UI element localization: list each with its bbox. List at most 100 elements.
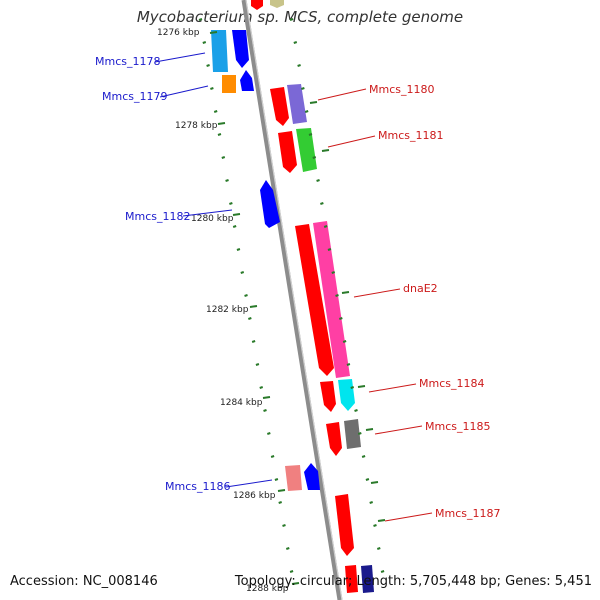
scale-label: 1284 kbp	[220, 398, 263, 408]
tick-mark	[277, 489, 286, 492]
leader-line	[182, 209, 233, 217]
scale-label: 1288 kbp	[246, 584, 289, 594]
feature-partial-top-red	[251, 0, 263, 10]
gene-label-Mmcs_1187[interactable]: Mmcs_1187	[435, 507, 500, 520]
gene-Mmcs_1181[interactable]	[278, 128, 317, 173]
leader-line	[374, 425, 423, 435]
tick-mark	[365, 478, 370, 481]
tick-mark	[291, 582, 300, 585]
tick-mark	[270, 455, 275, 458]
genome-backbone-highlight	[245, 0, 343, 600]
tick-mark	[323, 225, 328, 228]
tick-mark	[350, 386, 355, 389]
leader-line	[225, 479, 273, 488]
scale-major-ticks	[209, 31, 386, 585]
gene-dnaE2[interactable]	[295, 221, 350, 378]
gene-Mmcs_1187[interactable]	[335, 494, 354, 556]
tick-mark	[232, 213, 241, 216]
leader-line	[368, 383, 417, 393]
gene-Mmcs_1180[interactable]	[270, 84, 307, 126]
feature-partial-bottom-navy	[361, 565, 374, 593]
gene-label-Mmcs_1178[interactable]: Mmcs_1178	[95, 55, 160, 68]
tick-mark	[221, 156, 226, 159]
gene-label-Mmcs_1184[interactable]: Mmcs_1184	[419, 377, 484, 390]
leader-line	[327, 135, 376, 148]
scale-label: 1280 kbp	[191, 214, 234, 224]
tick-mark	[376, 547, 381, 550]
map-title: Mycobacterium sp. MCS, complete genome	[136, 8, 464, 26]
tick-mark	[341, 291, 350, 294]
tick-mark	[377, 519, 386, 522]
tick-mark	[236, 248, 241, 251]
tick-mark	[370, 481, 379, 484]
tick-mark	[297, 64, 301, 67]
gene-label-dnaE2[interactable]: dnaE2	[403, 282, 438, 295]
feature-partial-top-khaki	[270, 0, 284, 8]
gene-Mmcs_1186[interactable]	[285, 463, 320, 491]
tick-mark	[354, 409, 358, 412]
tick-mark	[331, 271, 336, 274]
tick-mark	[249, 305, 258, 308]
leader-line	[384, 512, 433, 522]
tick-mark	[320, 202, 324, 205]
tick-mark	[289, 18, 294, 21]
tick-mark	[229, 202, 233, 205]
tick-mark	[251, 340, 256, 343]
gene-Mmcs_1178[interactable]	[211, 30, 249, 72]
gene-label-Mmcs_1180[interactable]: Mmcs_1180	[369, 83, 434, 96]
tick-mark	[321, 149, 330, 152]
gene-label-Mmcs_1179[interactable]: Mmcs_1179	[102, 90, 167, 103]
tick-mark	[373, 524, 377, 527]
tick-mark	[217, 133, 222, 136]
gene-Mmcs_1179[interactable]	[222, 70, 254, 93]
tick-mark	[202, 41, 207, 44]
leader-line	[353, 288, 401, 298]
scale-label: 1286 kbp	[233, 491, 276, 501]
tick-mark	[316, 179, 320, 182]
tick-mark	[327, 248, 332, 251]
tick-mark	[274, 478, 279, 481]
gene-label-Mmcs_1186[interactable]: Mmcs_1186	[165, 480, 230, 493]
tick-mark	[293, 41, 298, 44]
tick-mark	[244, 294, 248, 297]
tick-mark	[339, 317, 343, 320]
tick-mark	[278, 501, 283, 504]
gene-Mmcs_1182[interactable]	[260, 180, 280, 228]
tick-mark	[263, 409, 267, 412]
tick-mark	[198, 18, 203, 21]
leader-line	[317, 88, 367, 101]
tick-mark	[346, 363, 351, 366]
tick-mark	[335, 294, 339, 297]
tick-mark	[282, 524, 286, 527]
gene-label-Mmcs_1182[interactable]: Mmcs_1182	[125, 210, 190, 223]
tick-mark	[301, 87, 305, 90]
tick-mark	[262, 396, 271, 399]
gene-label-Mmcs_1185[interactable]: Mmcs_1185	[425, 420, 490, 433]
gene-Mmcs_1184[interactable]	[320, 379, 355, 412]
tick-mark	[255, 363, 260, 366]
genome-backbone	[241, 0, 343, 600]
tick-mark	[225, 179, 229, 182]
tick-mark	[308, 133, 313, 136]
tick-mark	[206, 64, 210, 67]
feature-partial-bottom-red	[345, 565, 358, 593]
scale-label: 1278 kbp	[175, 121, 218, 131]
tick-mark	[304, 110, 309, 113]
scale-label: 1282 kbp	[206, 305, 249, 315]
gene-Mmcs_1185[interactable]	[326, 419, 361, 456]
leader-line	[154, 52, 206, 63]
gene-label-Mmcs_1181[interactable]: Mmcs_1181	[378, 129, 443, 142]
tick-mark	[209, 31, 218, 34]
tick-mark	[232, 225, 237, 228]
tick-mark	[380, 570, 385, 573]
summary-text: Topology: circular; Length: 5,705,448 bp…	[234, 574, 592, 589]
scale-label: 1276 kbp	[157, 28, 200, 38]
tick-mark	[217, 122, 226, 125]
leader-line	[159, 85, 209, 98]
tick-mark	[259, 386, 264, 389]
tick-mark	[289, 570, 294, 573]
tick-mark	[248, 317, 252, 320]
tick-mark	[369, 501, 374, 504]
tick-mark	[309, 101, 318, 104]
